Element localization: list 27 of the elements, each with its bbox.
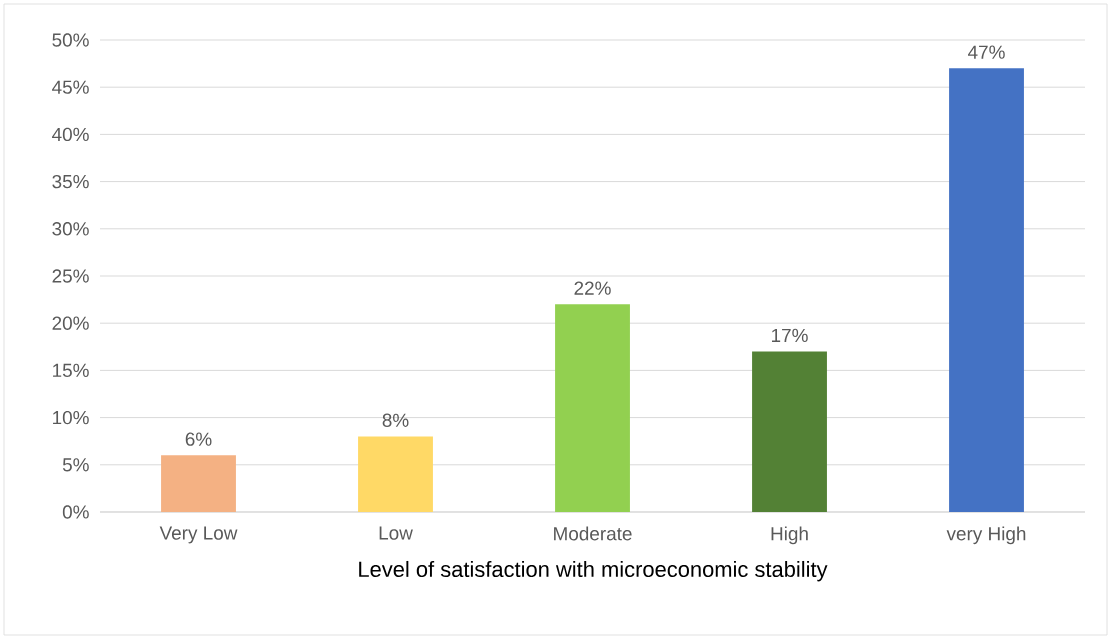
y-tick-label: 20% bbox=[52, 316, 89, 330]
y-tick-label: 25% bbox=[52, 269, 89, 283]
y-tick-label: 10% bbox=[53, 410, 89, 425]
bar bbox=[161, 455, 236, 512]
data-label: 22% bbox=[574, 281, 611, 295]
x-tick-label: Very Low bbox=[159, 526, 238, 544]
bar bbox=[555, 304, 630, 512]
x-axis-title: Level of satisfaction with microeconomic stability bbox=[359, 560, 828, 582]
y-tick-label: 35% bbox=[52, 174, 89, 189]
data-label: 8% bbox=[382, 413, 409, 427]
y-tick-label: 15% bbox=[53, 363, 89, 378]
bar bbox=[358, 436, 433, 512]
bar bbox=[752, 351, 827, 512]
x-tick-label: Moderate bbox=[554, 526, 632, 541]
data-label: 6% bbox=[185, 432, 212, 446]
y-tick-label: 40% bbox=[52, 127, 89, 142]
bar bbox=[949, 68, 1024, 512]
x-tick-label: very High bbox=[946, 526, 1026, 545]
y-tick-label: 45% bbox=[52, 80, 89, 94]
x-tick-label: High bbox=[771, 526, 808, 545]
y-tick-label: 0% bbox=[62, 505, 89, 519]
x-tick-label: Low bbox=[379, 526, 413, 540]
y-tick-label: 30% bbox=[52, 222, 89, 236]
y-tick-label: 50% bbox=[52, 33, 89, 47]
data-label: 47% bbox=[968, 45, 1005, 59]
y-tick-label: 5% bbox=[62, 458, 89, 472]
data-label: 17% bbox=[772, 328, 808, 343]
